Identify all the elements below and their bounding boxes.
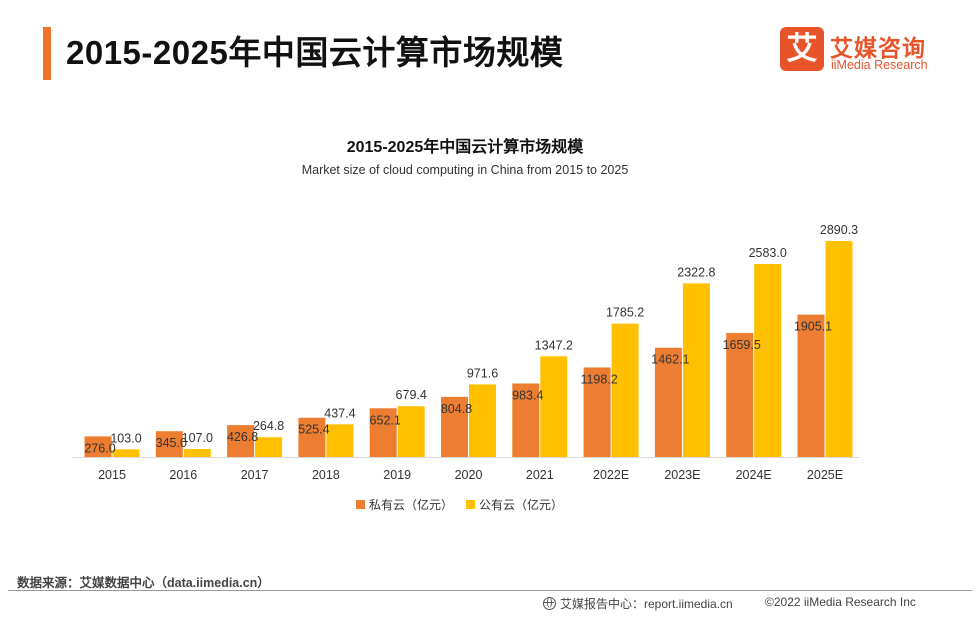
data-label-private: 804.8 bbox=[441, 402, 472, 416]
iimedia-logo[interactable]: 艾 艾媒咨询 iiMedia Research bbox=[780, 27, 940, 75]
bar-public bbox=[112, 449, 140, 457]
bar-private bbox=[583, 367, 611, 457]
bar-private bbox=[227, 425, 255, 457]
globe-icon bbox=[543, 597, 556, 610]
bar-private bbox=[155, 431, 183, 457]
data-label-public: 679.4 bbox=[396, 388, 427, 402]
x-tick-label: 2016 bbox=[169, 468, 197, 482]
legend-label-private: 私有云（亿元） bbox=[369, 497, 453, 512]
data-label-private: 652.1 bbox=[370, 413, 401, 427]
data-label-public: 1785.2 bbox=[606, 306, 644, 320]
bar-public bbox=[183, 449, 211, 457]
bar-public bbox=[326, 424, 354, 457]
data-label-public: 437.4 bbox=[324, 406, 355, 420]
bar-private bbox=[512, 383, 540, 457]
logo-mark: 艾 bbox=[780, 27, 824, 71]
data-label-private: 1462.1 bbox=[651, 353, 689, 367]
legend-swatch-public bbox=[466, 500, 475, 509]
data-label-private: 983.4 bbox=[512, 389, 543, 403]
bar-public bbox=[754, 263, 782, 457]
footer-copyright: ©2022 iiMedia Research Inc bbox=[765, 595, 916, 609]
data-label-private: 1905.1 bbox=[794, 320, 832, 334]
data-label-public: 103.0 bbox=[110, 431, 141, 445]
footer-report-text: 艾媒报告中心：report.iimedia.cn bbox=[560, 597, 733, 611]
title-accent-bar bbox=[43, 27, 51, 80]
data-label-private: 426.8 bbox=[227, 430, 258, 444]
data-label-public: 1347.2 bbox=[535, 338, 573, 352]
data-label-public: 2583.0 bbox=[749, 246, 787, 260]
x-tick-label: 2020 bbox=[455, 468, 483, 482]
legend-swatch-private bbox=[356, 500, 365, 509]
x-tick-label: 2022E bbox=[593, 468, 629, 482]
bar-private bbox=[797, 314, 825, 457]
logo-name-cn: 艾媒咨询 bbox=[830, 35, 926, 61]
bar-public bbox=[397, 406, 425, 457]
data-label-private: 276.0 bbox=[84, 441, 115, 455]
bar-private bbox=[654, 347, 682, 457]
x-tick-label: 2021 bbox=[526, 468, 554, 482]
bar-public bbox=[255, 437, 283, 457]
data-label-private: 345.0 bbox=[156, 436, 187, 450]
data-label-private: 1198.2 bbox=[580, 372, 617, 386]
bar-private bbox=[298, 417, 326, 457]
data-label-public: 107.0 bbox=[182, 431, 213, 445]
x-tick-label: 2025E bbox=[807, 468, 843, 482]
x-tick-label: 2024E bbox=[736, 468, 772, 482]
bar-public bbox=[540, 356, 568, 457]
data-label-public: 264.8 bbox=[253, 419, 284, 433]
chart-subtitle: Market size of cloud computing in China … bbox=[301, 163, 629, 177]
bar-private bbox=[84, 436, 112, 457]
x-tick-label: 2018 bbox=[312, 468, 340, 482]
legend-label-public: 公有云（亿元） bbox=[479, 497, 563, 512]
data-label-private: 1659.5 bbox=[723, 338, 761, 352]
data-source: 数据来源：艾媒数据中心（data.iimedia.cn） bbox=[17, 576, 270, 590]
data-label-public: 2322.8 bbox=[677, 265, 715, 279]
data-label-private: 525.4 bbox=[298, 423, 329, 437]
bar-private bbox=[726, 332, 754, 457]
data-label-public: 971.6 bbox=[467, 366, 498, 380]
bar-public bbox=[469, 384, 496, 457]
logo-name-en: iiMedia Research bbox=[831, 58, 928, 72]
x-tick-label: 2015 bbox=[98, 468, 126, 482]
chart-title: 2015-2025年中国云计算市场规模 bbox=[346, 139, 584, 156]
footer-divider bbox=[8, 590, 972, 591]
bar-private bbox=[441, 396, 468, 457]
bar-public bbox=[825, 241, 853, 457]
bar-public bbox=[611, 323, 639, 457]
footer-report-link[interactable]: 艾媒报告中心：report.iimedia.cn bbox=[543, 595, 733, 612]
data-label-public: 2890.3 bbox=[820, 223, 858, 237]
bar-public bbox=[682, 283, 710, 457]
bar-private bbox=[369, 408, 397, 457]
x-tick-label: 2023E bbox=[664, 468, 700, 482]
page-title: 2015-2025年中国云计算市场规模 bbox=[66, 34, 564, 71]
x-tick-label: 2017 bbox=[241, 468, 269, 482]
x-tick-label: 2019 bbox=[383, 468, 411, 482]
